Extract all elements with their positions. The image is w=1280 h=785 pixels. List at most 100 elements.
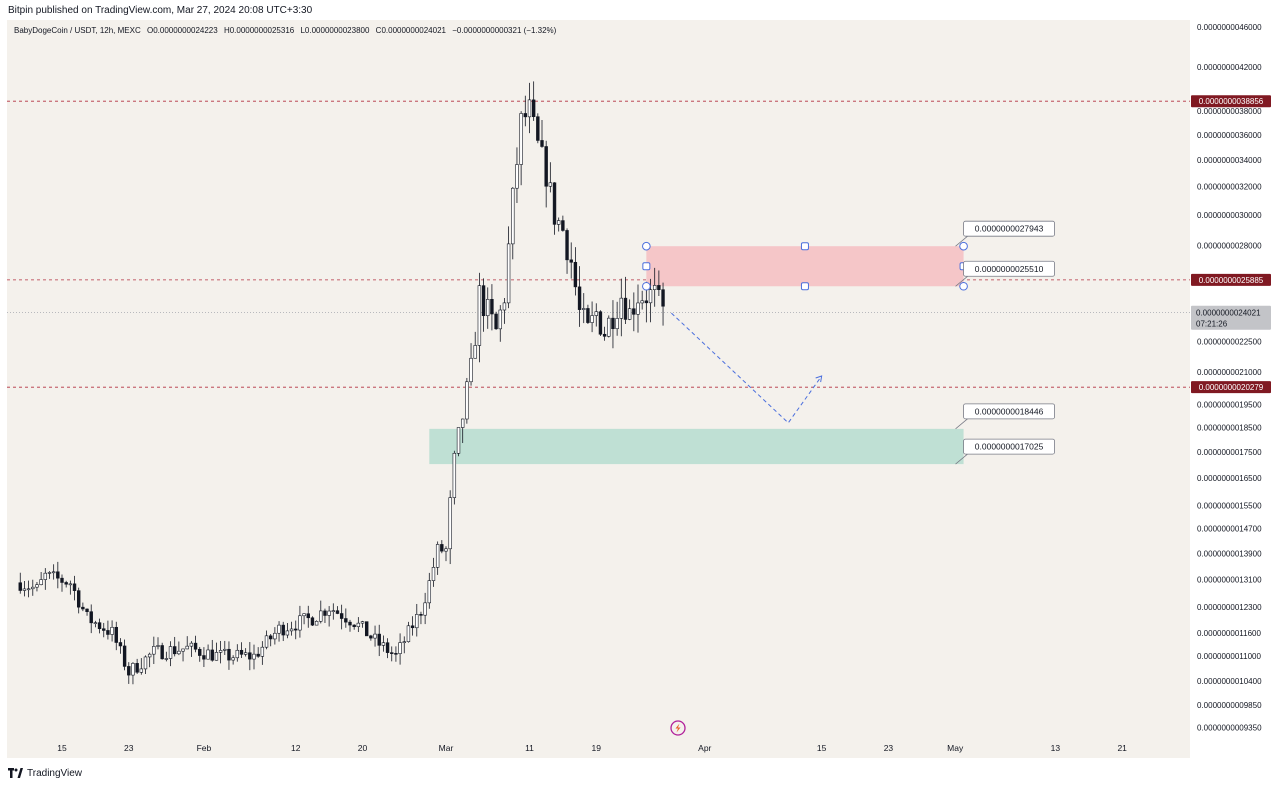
price-axis: 0.0000000046000 0.0000000042000 0.00000000… xyxy=(1197,23,1262,733)
chart-pane[interactable] xyxy=(7,20,1190,758)
candle xyxy=(373,625,377,647)
level-badge-label: 0.0000000038856 xyxy=(1199,97,1264,106)
candle xyxy=(440,540,444,554)
candle xyxy=(172,636,177,657)
level-badge-label: 0.0000000020279 xyxy=(1199,383,1264,392)
candle xyxy=(494,311,498,330)
candle xyxy=(243,648,248,657)
candle xyxy=(477,272,482,363)
candle xyxy=(598,310,603,336)
candle xyxy=(427,572,432,609)
resistance-high-badge: 0.0000000038856 xyxy=(1191,95,1271,108)
candle xyxy=(51,564,56,580)
candle xyxy=(490,284,494,331)
candle xyxy=(406,621,411,643)
candle xyxy=(565,228,569,274)
bar-countdown-label: 07:21:26 xyxy=(1196,320,1228,329)
price-tick-label: 0.0000000016500 xyxy=(1197,474,1262,483)
candle xyxy=(544,140,548,208)
time-tick-label: Apr xyxy=(698,743,711,753)
candle xyxy=(268,634,273,647)
candle xyxy=(289,621,294,636)
time-tick-label: 13 xyxy=(1051,743,1061,753)
lightning-icon[interactable] xyxy=(670,720,686,736)
candle xyxy=(369,634,373,641)
candle xyxy=(302,613,306,625)
candle xyxy=(323,608,327,623)
resistance-mid-badge: 0.0000000025885 xyxy=(1191,273,1271,286)
candle xyxy=(264,630,269,650)
candle xyxy=(97,618,102,634)
candle xyxy=(285,623,290,639)
candle xyxy=(277,621,281,642)
price-tick-label: 0.0000000038000 xyxy=(1197,107,1262,116)
candle xyxy=(118,638,123,654)
candle xyxy=(486,287,490,329)
tradingview-logo-icon xyxy=(8,768,23,778)
candle xyxy=(206,644,210,660)
candle xyxy=(185,636,189,650)
symbol-legend: BabyDogeCoin / USDT, 12h, MEXC O0.000000… xyxy=(14,26,560,35)
candle xyxy=(256,647,260,658)
candle xyxy=(456,427,461,457)
candle xyxy=(632,292,636,332)
candle xyxy=(260,641,265,665)
price-tick-label: 0.0000000017500 xyxy=(1197,448,1262,457)
candle xyxy=(531,81,536,121)
resistance-zone xyxy=(646,246,964,287)
candle xyxy=(431,557,436,587)
candle xyxy=(502,298,507,324)
time-tick-label: 19 xyxy=(592,743,602,753)
price-tick-label: 0.0000000018500 xyxy=(1197,424,1262,433)
candle xyxy=(348,619,352,632)
candle xyxy=(469,343,473,386)
candle xyxy=(189,641,194,657)
candle xyxy=(156,637,160,650)
legend-symbol[interactable]: BabyDogeCoin / USDT, 12h, MEXC xyxy=(14,26,141,35)
price-tick-label: 0.0000000015500 xyxy=(1197,501,1262,510)
candle xyxy=(435,541,440,575)
candle xyxy=(306,605,310,628)
candle xyxy=(143,655,148,674)
candle xyxy=(511,187,515,260)
candle xyxy=(181,648,185,662)
footer: TradingView xyxy=(8,764,82,782)
horizontal-levels xyxy=(7,100,1190,388)
time-tick-label: 12 xyxy=(291,743,301,753)
published-text: Bitpin published on TradingView.com, Mar… xyxy=(8,5,313,16)
candle xyxy=(93,620,98,628)
zone-callouts: 0.0000000027943 0.0000000025510 0.00000000… xyxy=(955,220,1055,465)
candle xyxy=(122,639,127,671)
current-price-badge: 0.0000000024021 07:21:26 xyxy=(1191,305,1271,330)
candle xyxy=(214,642,219,661)
candle xyxy=(561,215,565,232)
candle xyxy=(298,605,302,638)
candle xyxy=(239,642,244,659)
candle xyxy=(527,82,532,134)
candle xyxy=(43,568,48,590)
current-price-label: 0.0000000024021 xyxy=(1196,309,1261,318)
zone-top-callout: 0.0000000018446 xyxy=(955,403,1055,430)
candles xyxy=(18,81,665,685)
zone-callout-label: 0.0000000017025 xyxy=(975,442,1044,452)
candle xyxy=(164,651,169,662)
projection-arrowhead xyxy=(815,375,823,383)
candle xyxy=(640,290,644,310)
candle xyxy=(619,278,624,337)
candle xyxy=(540,119,544,148)
candle xyxy=(294,620,298,640)
candle xyxy=(335,606,340,615)
candle xyxy=(22,580,27,597)
zone-corner-handle xyxy=(642,241,651,251)
legend-high: H0.0000000025316 xyxy=(223,26,295,35)
candle xyxy=(177,641,181,656)
candle xyxy=(661,282,665,326)
candle xyxy=(327,606,331,627)
time-tick-label: 23 xyxy=(884,743,894,753)
candle xyxy=(415,603,419,637)
candle xyxy=(398,633,402,665)
projection-path xyxy=(671,312,823,424)
candle xyxy=(139,658,144,675)
candle xyxy=(519,111,523,186)
